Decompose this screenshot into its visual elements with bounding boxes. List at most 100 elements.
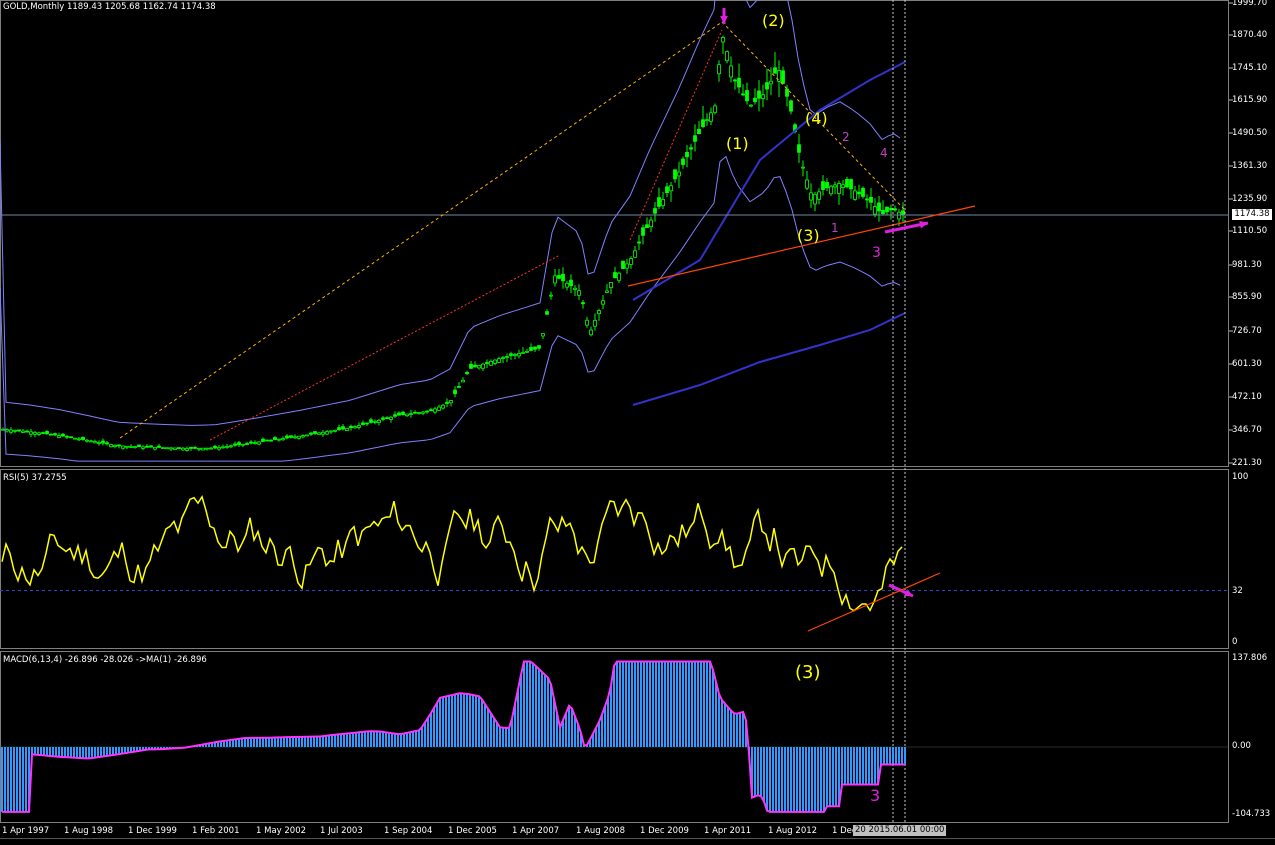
candle-body: [585, 319, 589, 326]
candle-body: [133, 446, 137, 448]
candle-body: [425, 410, 429, 413]
main-pane-title: GOLD,Monthly 1189.43 1205.68 1162.74 117…: [3, 2, 216, 12]
candle-body: [857, 191, 861, 195]
bollinger-upper-band: [0, 0, 901, 426]
candle-body: [553, 275, 557, 284]
candle-body: [677, 171, 681, 177]
candle-body: [389, 416, 393, 420]
candle-body: [897, 211, 901, 220]
candle-body: [889, 208, 893, 211]
bottom-status-strip: [0, 838, 1275, 845]
candle-body: [605, 290, 609, 293]
candle-body: [789, 100, 793, 112]
dashed-fib-line: [209, 254, 561, 441]
candle-body: [49, 433, 53, 436]
x-tick: 1 Apr 1997: [2, 826, 50, 836]
candle-body: [157, 445, 161, 448]
candle-body: [285, 435, 289, 439]
candle-body: [189, 447, 193, 449]
x-tick: 1 Apr 2007: [512, 826, 560, 836]
rsi-pane[interactable]: [0, 469, 1229, 649]
candle-body: [525, 350, 529, 353]
candle-body: [725, 51, 729, 62]
candle-body: [817, 191, 821, 200]
candle-body: [109, 444, 113, 448]
y-tick: 1235.90: [1232, 194, 1268, 204]
candle-body: [29, 431, 33, 435]
candle-body: [253, 442, 257, 444]
candle-body: [621, 260, 625, 269]
candle-body: [657, 197, 661, 207]
candle-body: [205, 447, 209, 450]
candle-body: [81, 436, 85, 440]
wave-1-label: (1): [726, 134, 749, 153]
candle-body: [521, 351, 525, 354]
candle-body: [517, 353, 521, 357]
candle-body: [261, 438, 265, 442]
y-tick: 1870.40: [1232, 30, 1268, 40]
candle-body: [741, 93, 745, 96]
candle-body: [117, 444, 121, 447]
candle-body: [629, 258, 633, 265]
main-price-pane[interactable]: [0, 0, 1229, 467]
candle-body: [849, 179, 853, 190]
rsi-tick: 100: [1232, 472, 1249, 482]
bollinger-lower-band: [0, 155, 901, 462]
moving-average-line: [632, 312, 906, 406]
candle-body: [557, 275, 561, 279]
x-tick: 1 Aug 1998: [64, 826, 114, 836]
candle-body: [509, 353, 513, 356]
candle-body: [765, 82, 769, 90]
candle-body: [653, 208, 657, 214]
candle-body: [569, 279, 573, 287]
candle-body: [309, 432, 313, 435]
candle-body: [661, 199, 665, 207]
candle-body: [641, 227, 645, 236]
candle-body: [89, 440, 93, 443]
candle-body: [361, 422, 365, 425]
x-tick: 1 Aug 2012: [768, 826, 818, 836]
candle-body: [633, 250, 637, 258]
candle-body: [5, 429, 9, 432]
x-tick: 1 Dec 1999: [128, 826, 177, 836]
price-arrow-head: [919, 220, 928, 229]
candle-body: [237, 442, 241, 446]
candle-body: [301, 435, 305, 438]
candle-body: [313, 431, 317, 435]
candle-body: [129, 446, 133, 448]
y-tick: 1110.50: [1232, 226, 1268, 236]
subwave-2-label: 2: [842, 130, 850, 144]
candle-body: [801, 166, 805, 169]
macd-tick: 0.00: [1232, 741, 1251, 751]
candle-body: [345, 427, 349, 431]
candle-body: [533, 346, 537, 350]
candle-body: [185, 447, 189, 451]
candle-body: [421, 411, 425, 414]
candle-body: [169, 447, 173, 450]
candle-body: [841, 184, 845, 189]
candle-body: [705, 119, 709, 122]
candle-body: [125, 445, 129, 448]
candle-body: [845, 178, 849, 188]
candle-body: [865, 198, 869, 201]
candle-body: [177, 447, 181, 449]
x-tick: 1 Aug 2008: [576, 826, 626, 836]
candle-body: [777, 70, 781, 82]
candle-body: [13, 429, 17, 432]
candle-body: [217, 447, 221, 450]
candle-body: [453, 389, 457, 395]
y-tick: 855.90: [1232, 292, 1262, 302]
candle-body: [637, 241, 641, 244]
candle-body: [373, 421, 377, 423]
macd-subwave-3-label: 3: [870, 786, 881, 805]
candle-body: [589, 329, 593, 336]
candle-body: [401, 411, 405, 415]
candle-body: [397, 412, 401, 416]
candle-body: [689, 147, 693, 150]
candle-body: [537, 345, 541, 349]
candle-body: [701, 119, 705, 127]
candle-body: [165, 447, 169, 450]
candle-body: [245, 443, 249, 445]
y-tick: 1361.30: [1232, 161, 1268, 171]
